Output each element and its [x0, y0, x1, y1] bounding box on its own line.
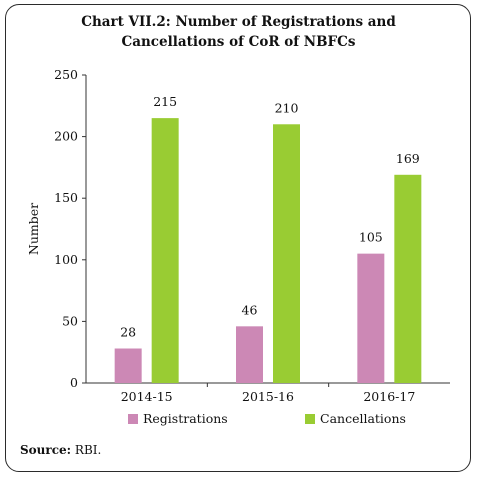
x-tick-label: 2016-17 — [363, 389, 415, 404]
data-label: 169 — [396, 151, 420, 166]
chart-frame — [5, 4, 471, 472]
data-label: 105 — [359, 230, 383, 245]
source-text: RBI. — [74, 443, 102, 457]
y-axis-label: Number — [26, 203, 41, 255]
legend-swatch-registrations — [128, 414, 138, 424]
source-note: Source: RBI. — [20, 443, 101, 457]
y-tick-label: 250 — [54, 67, 78, 82]
source-label: Source: — [20, 443, 72, 457]
data-label: 210 — [275, 100, 299, 115]
legend-label-cancellations: Cancellations — [320, 411, 406, 426]
chart-title-line-1: Chart VII.2: Number of Registrations and — [81, 14, 396, 30]
data-label: 28 — [120, 325, 136, 340]
bar-cancellations-2015-16 — [273, 124, 300, 383]
data-label: 46 — [242, 302, 258, 317]
y-tick-label: 150 — [54, 190, 78, 205]
chart-title-line-2: Cancellations of CoR of NBFCs — [121, 34, 356, 50]
bar-cancellations-2016-17 — [394, 174, 422, 383]
y-tick-label: 50 — [62, 313, 78, 328]
x-tick-label: 2014-15 — [121, 389, 173, 404]
chart-title: Chart VII.2: Number of Registrations and… — [0, 12, 477, 52]
bar-cancellations-2014-15 — [151, 118, 179, 384]
bar-registrations-2015-16 — [236, 326, 263, 383]
x-tick-label: 2015-16 — [242, 389, 294, 404]
legend-swatch-cancellations — [305, 414, 315, 424]
y-tick-label: 0 — [70, 375, 78, 390]
data-label: 215 — [153, 94, 177, 109]
y-tick-label: 200 — [54, 129, 78, 144]
bar-registrations-2014-15 — [114, 348, 142, 383]
legend-label-registrations: Registrations — [143, 411, 228, 426]
y-tick-label: 100 — [54, 252, 78, 267]
bar-registrations-2016-17 — [357, 253, 385, 383]
